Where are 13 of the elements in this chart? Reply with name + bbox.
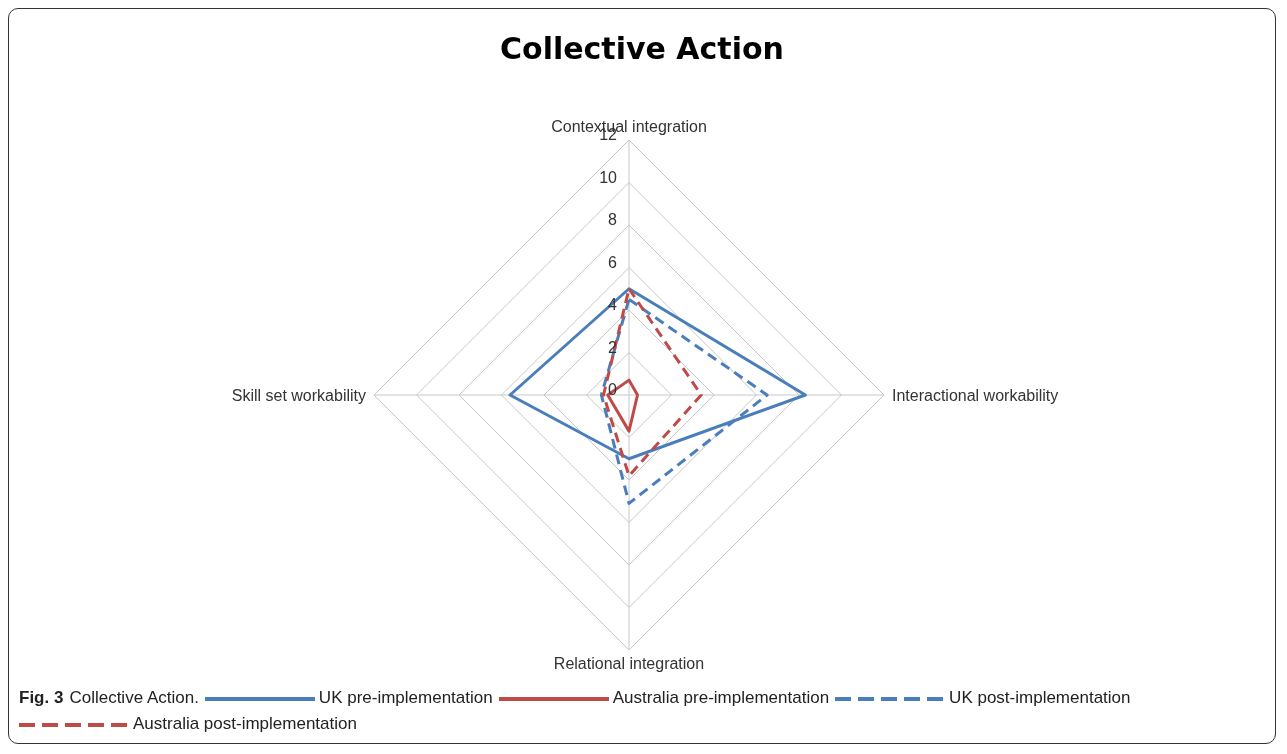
legend-label: UK pre-implementation [318, 688, 493, 707]
legend-label: Australia post-implementation [133, 714, 357, 733]
caption: Fig. 3 [19, 688, 64, 707]
spoke-label: Skill set workability [231, 386, 366, 404]
spoke-label: Interactional workability [892, 386, 1059, 404]
y-tick-label: 10 [599, 168, 618, 186]
chart-title: Collective Action [499, 31, 785, 66]
legend-label: UK post-implementation [949, 688, 1131, 707]
y-tick-label: 8 [608, 211, 618, 228]
legend-label: Australia pre-implementation [612, 688, 830, 707]
spoke-label: Relational integration [553, 655, 705, 673]
text: Collective Action. [69, 688, 199, 707]
y-tick-label: 6 [608, 253, 618, 271]
